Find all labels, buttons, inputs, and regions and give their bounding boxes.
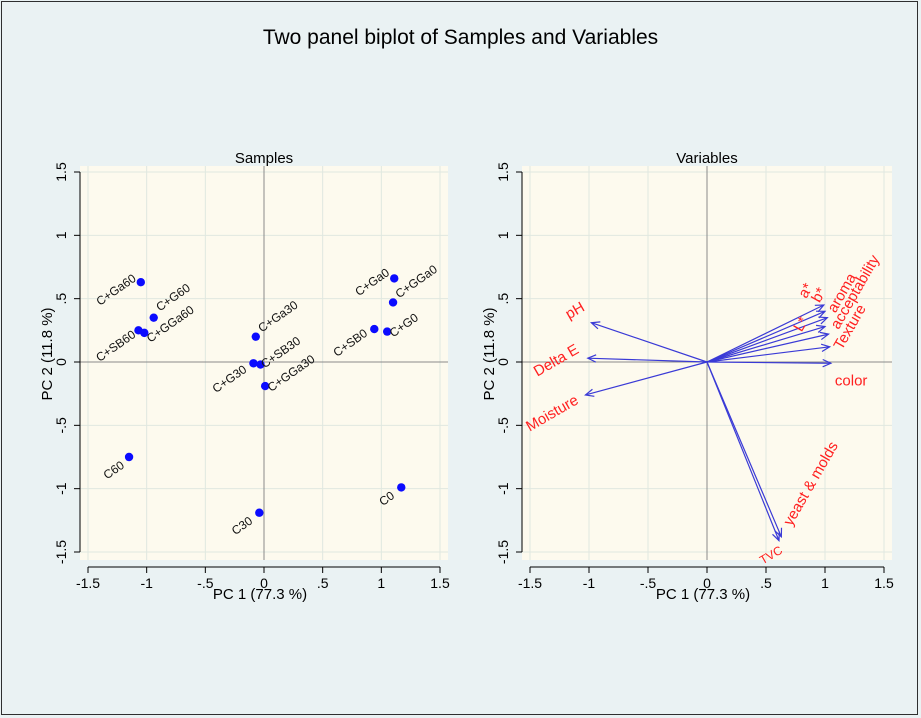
- vector-arrowhead: [584, 388, 595, 397]
- data-point: [388, 298, 398, 307]
- vector-arrowhead: [772, 531, 780, 542]
- y-tick-label: 1: [53, 231, 69, 239]
- samples-panel: Samples -1.5 -1 -.5 0 .5 1 1.5 -1.5 -1 -.5 0 .5 1 1.5 P…: [39, 150, 450, 603]
- y-tick-label: -1.5: [495, 540, 511, 564]
- x-tick-label: -.5: [640, 575, 657, 591]
- x-tick-label: .5: [760, 575, 772, 591]
- x-tick-label: .5: [317, 575, 329, 591]
- vector-line: [706, 317, 828, 363]
- y-tick-label: -1: [53, 482, 69, 495]
- variables-panel: Variables -1.5 -1 -.5 0 .5 1 1.5 -1.5 -1 -.5 0 .5 1 1.…: [481, 150, 894, 603]
- y-tick-label: -1: [495, 482, 511, 495]
- data-point: [383, 327, 392, 336]
- vector-arrowhead: [589, 321, 601, 330]
- vector-line: [587, 357, 708, 363]
- x-tick-label: 1: [377, 575, 385, 591]
- vector-arrowhead: [815, 324, 827, 333]
- x-tick-label: 1.5: [430, 575, 450, 591]
- data-point: [390, 274, 399, 283]
- data-point: [260, 381, 270, 391]
- x-tick-label: 0: [260, 575, 268, 591]
- vector-line: [706, 361, 782, 538]
- y-tick-label: 0: [495, 358, 511, 366]
- vector-arrowhead: [818, 316, 829, 325]
- vector-line: [706, 361, 780, 541]
- x-tick-label: -.5: [197, 575, 214, 591]
- x-tick-label: -1.5: [518, 575, 542, 591]
- vector-line: [706, 310, 826, 363]
- vector-arrowhead: [774, 527, 783, 539]
- vector-arrowhead: [586, 354, 597, 363]
- data-point: [124, 452, 134, 462]
- vector-arrowhead: [820, 343, 832, 352]
- data-point: [251, 332, 260, 341]
- x-tick-label: 0: [703, 575, 711, 591]
- vector-line: [706, 361, 831, 364]
- y-tick-label: 1.5: [53, 162, 69, 182]
- vector-arrowhead: [822, 358, 833, 368]
- vector-line: [706, 346, 830, 363]
- panel-title: Variables: [676, 150, 737, 167]
- y-axis-label: PC 2 (11.8 %): [481, 307, 498, 400]
- data-point: [370, 324, 379, 334]
- x-axis-label: PC 1 (77.3 %): [213, 586, 307, 603]
- data-point: [136, 278, 145, 287]
- x-tick-label: 1.5: [874, 575, 894, 591]
- y-tick-label: .5: [53, 293, 69, 305]
- vector-arrowhead: [815, 310, 827, 319]
- data-point: [255, 508, 264, 517]
- y-tick-label: -1.5: [53, 540, 69, 564]
- vector-arrowhead: [819, 331, 830, 341]
- data-point: [249, 359, 258, 368]
- vector-line: [706, 325, 826, 363]
- panel-title: Samples: [235, 150, 293, 167]
- y-tick-label: .5: [495, 293, 511, 305]
- figure-title: Two panel biplot of Samples and Variable…: [262, 26, 659, 49]
- y-tick-label: -.5: [495, 417, 511, 434]
- x-tick-label: -1: [140, 575, 153, 591]
- x-tick-label: 1: [821, 575, 829, 591]
- x-axis-label: PC 1 (77.3 %): [656, 586, 750, 603]
- y-tick-label: 1: [495, 231, 511, 239]
- data-point: [149, 313, 158, 322]
- vector-line: [591, 322, 708, 363]
- x-tick-label: -1: [583, 575, 596, 591]
- vector-line: [585, 361, 708, 396]
- y-tick-label: 0: [53, 358, 69, 366]
- x-tick-label: -1.5: [76, 575, 100, 591]
- data-point: [397, 483, 406, 492]
- vector-arrowhead: [814, 304, 826, 313]
- vector-line: [706, 304, 825, 363]
- y-tick-label: 1.5: [495, 162, 511, 182]
- y-axis-label: PC 2 (11.8 %): [39, 307, 56, 400]
- y-tick-label: -.5: [53, 417, 69, 434]
- data-point: [140, 328, 149, 338]
- vector-line: [706, 333, 829, 363]
- vector-label: color: [835, 372, 868, 389]
- data-point: [256, 360, 265, 369]
